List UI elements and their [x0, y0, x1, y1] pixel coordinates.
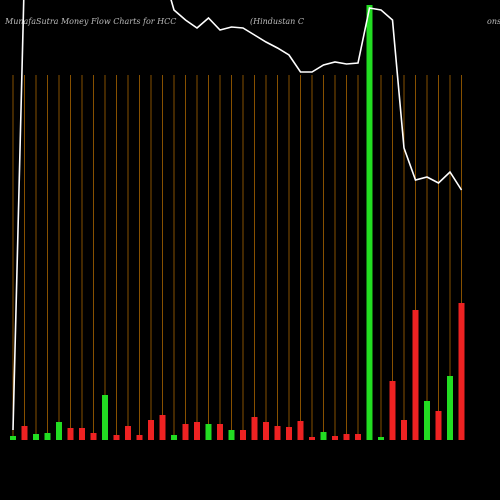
bar — [309, 437, 315, 440]
bar — [251, 417, 258, 440]
bar — [412, 310, 419, 440]
bar — [355, 434, 361, 440]
bar — [435, 411, 442, 440]
bar — [320, 432, 327, 440]
bar — [33, 434, 39, 440]
bar — [343, 434, 350, 440]
bar — [458, 303, 465, 440]
bar — [263, 422, 269, 440]
bar — [102, 395, 108, 440]
bar — [56, 422, 62, 440]
bar — [274, 426, 281, 440]
bar — [113, 435, 120, 440]
bar — [286, 427, 292, 440]
bar — [125, 426, 131, 440]
bar — [159, 415, 166, 440]
bar — [366, 5, 373, 440]
chart-title: MunafaSutra Money Flow Charts for HCC — [4, 17, 176, 26]
price-line — [12, 0, 463, 431]
bar — [136, 435, 143, 440]
bar — [182, 424, 189, 440]
bar — [217, 424, 223, 440]
bar — [67, 428, 74, 440]
bar — [447, 376, 453, 440]
bar — [148, 420, 154, 440]
bar — [90, 433, 97, 440]
bar — [401, 420, 407, 440]
bars — [10, 5, 465, 440]
bar — [21, 426, 28, 440]
bar — [332, 436, 338, 440]
bar — [79, 428, 85, 440]
bar — [424, 401, 430, 440]
bar — [228, 430, 235, 440]
bar — [205, 424, 212, 440]
bar — [378, 437, 384, 440]
bar — [389, 381, 396, 440]
bar — [194, 422, 200, 440]
line-layer — [12, 0, 463, 431]
chart-subtitle: (Hindustan C — [250, 17, 304, 26]
bar — [171, 435, 177, 440]
bar — [10, 436, 16, 440]
bar — [240, 430, 246, 440]
bar — [44, 433, 51, 440]
bar — [297, 421, 304, 440]
chart-subtitle-tail: ons — [487, 17, 500, 26]
